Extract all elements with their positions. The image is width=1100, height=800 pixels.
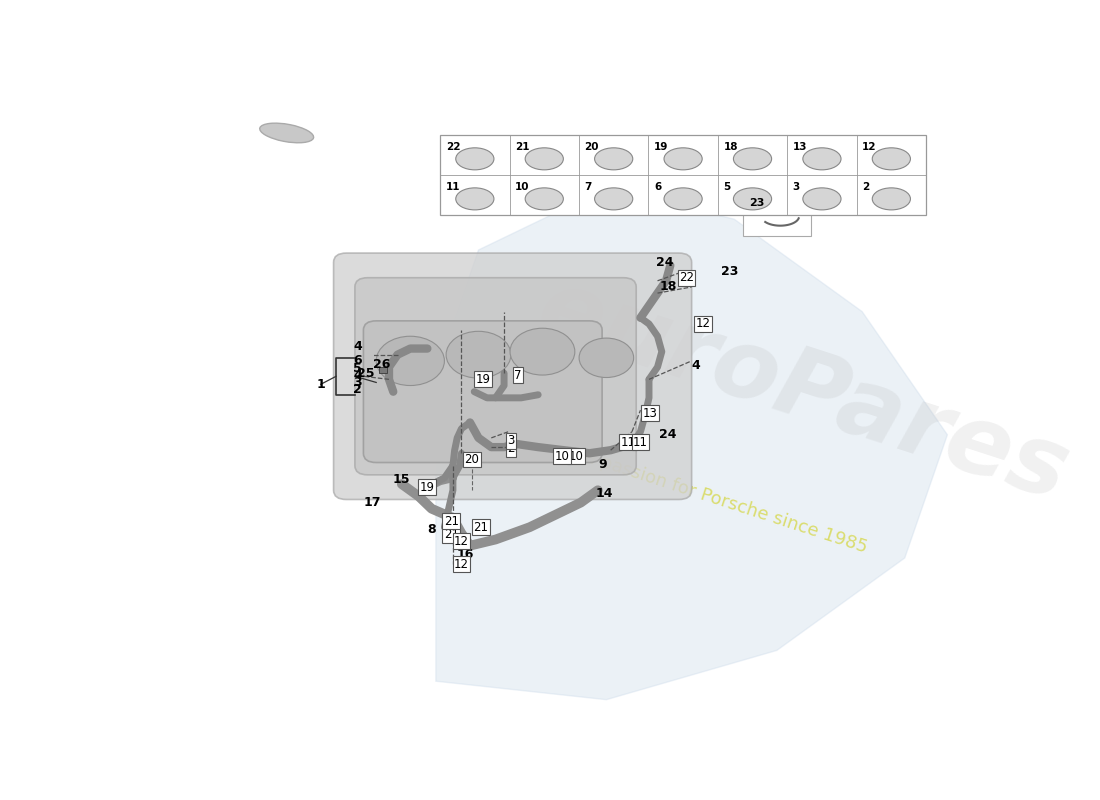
Text: 4: 4: [692, 359, 701, 372]
Text: 21: 21: [443, 514, 459, 527]
Text: 26: 26: [373, 358, 390, 371]
Text: 18: 18: [724, 142, 738, 152]
Text: 11: 11: [620, 436, 635, 449]
Text: 15: 15: [393, 474, 410, 486]
Ellipse shape: [595, 188, 632, 210]
FancyBboxPatch shape: [355, 278, 636, 475]
Text: 1: 1: [317, 378, 326, 390]
Text: 11: 11: [632, 436, 648, 449]
Ellipse shape: [525, 148, 563, 170]
Text: 2: 2: [862, 182, 869, 192]
Text: 20: 20: [464, 453, 480, 466]
Text: 21: 21: [515, 142, 529, 152]
Bar: [440, 135, 926, 215]
Bar: [378, 367, 387, 373]
Text: 16: 16: [456, 549, 473, 562]
Text: 8: 8: [427, 522, 436, 535]
Text: 12: 12: [862, 142, 877, 152]
Ellipse shape: [595, 148, 632, 170]
Text: 18: 18: [659, 281, 676, 294]
Text: 13: 13: [793, 142, 807, 152]
Text: 23: 23: [722, 265, 739, 278]
Ellipse shape: [803, 188, 842, 210]
Text: 25: 25: [358, 366, 375, 380]
Ellipse shape: [734, 148, 771, 170]
Text: 10: 10: [515, 182, 529, 192]
Text: 12: 12: [454, 535, 469, 548]
Text: 23: 23: [749, 198, 764, 208]
Ellipse shape: [455, 188, 494, 210]
Circle shape: [376, 336, 444, 386]
Text: 10: 10: [569, 450, 583, 463]
Text: 4: 4: [353, 369, 362, 382]
Text: 10: 10: [554, 450, 570, 463]
Text: 19: 19: [475, 373, 491, 386]
Text: 21: 21: [443, 528, 459, 541]
Ellipse shape: [872, 188, 911, 210]
Text: 24: 24: [659, 428, 676, 442]
Text: 6: 6: [653, 182, 661, 192]
Ellipse shape: [872, 148, 911, 170]
Text: 24: 24: [657, 256, 674, 269]
Text: 3: 3: [793, 182, 800, 192]
Text: 3: 3: [507, 434, 515, 447]
Text: 14: 14: [596, 487, 614, 500]
Ellipse shape: [455, 148, 494, 170]
Ellipse shape: [664, 188, 702, 210]
Text: 12: 12: [695, 318, 711, 330]
Ellipse shape: [664, 148, 702, 170]
Text: 21: 21: [474, 521, 488, 534]
FancyBboxPatch shape: [333, 253, 692, 499]
Text: 13: 13: [642, 406, 658, 420]
Text: 12: 12: [454, 558, 469, 570]
Text: 3: 3: [353, 376, 362, 389]
Circle shape: [579, 338, 634, 378]
Text: euroPares: euroPares: [526, 262, 1079, 522]
Text: 19: 19: [420, 481, 434, 494]
Ellipse shape: [525, 188, 563, 210]
Text: 19: 19: [653, 142, 669, 152]
Text: 17: 17: [363, 496, 381, 509]
Text: 2: 2: [507, 442, 515, 455]
Text: 7: 7: [514, 369, 521, 382]
Text: 5: 5: [353, 362, 362, 374]
Text: 22: 22: [679, 271, 694, 284]
Circle shape: [510, 328, 575, 375]
Circle shape: [447, 331, 510, 378]
Text: a passion for Porsche since 1985: a passion for Porsche since 1985: [582, 448, 870, 557]
Text: 5: 5: [724, 182, 730, 192]
Text: 4: 4: [353, 340, 362, 354]
Text: 20: 20: [584, 142, 600, 152]
Text: 6: 6: [353, 354, 362, 367]
Ellipse shape: [803, 148, 842, 170]
FancyBboxPatch shape: [363, 321, 602, 462]
Ellipse shape: [734, 188, 771, 210]
Text: 22: 22: [446, 142, 460, 152]
Text: 7: 7: [584, 182, 592, 192]
Bar: [742, 193, 811, 236]
Text: 9: 9: [598, 458, 607, 471]
Text: 11: 11: [446, 182, 460, 192]
Text: 2: 2: [353, 382, 362, 396]
Polygon shape: [436, 188, 947, 700]
Ellipse shape: [260, 123, 313, 142]
